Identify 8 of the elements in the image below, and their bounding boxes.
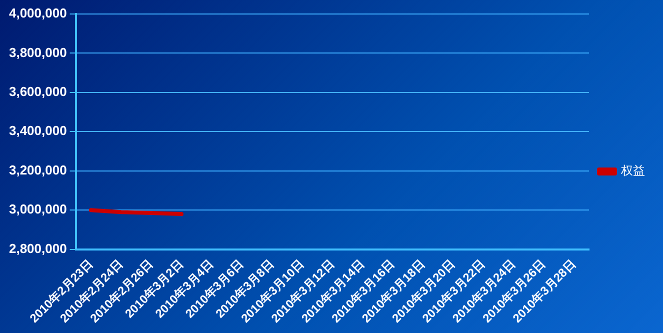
- legend-label: 权益: [620, 164, 645, 178]
- y-tick-label: 3,000,000: [8, 202, 67, 217]
- y-tick-label: 2,800,000: [8, 240, 67, 256]
- y-tick-label: 4,000,000: [8, 6, 67, 21]
- y-tick-label: 3,400,000: [8, 123, 67, 138]
- y-tick-label: 3,200,000: [8, 162, 67, 178]
- y-tick-label: 3,800,000: [8, 44, 67, 60]
- y-tick-label: 3,600,000: [8, 84, 67, 100]
